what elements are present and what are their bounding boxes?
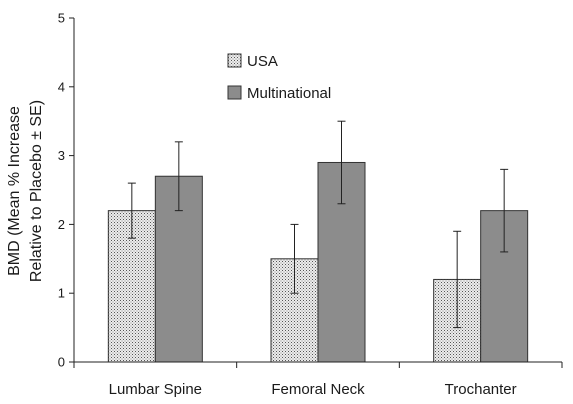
x-category-label: Femoral Neck: [271, 381, 365, 398]
bars: [107, 161, 529, 363]
y-axis-title-line-2: Relative to Placebo ± SE): [28, 100, 45, 282]
x-category-label: Trochanter: [445, 381, 517, 398]
y-tick-label: 2: [58, 217, 65, 232]
y-axis-title-line-1: BMD (Mean % Increase: [6, 106, 23, 276]
y-axis-ticks: 0 1 2 3 4 5: [58, 11, 74, 370]
legend-label-multinational: Multinational: [247, 85, 331, 102]
error-bars: [127, 120, 509, 329]
x-category-label: Lumbar Spine: [109, 381, 202, 398]
legend-swatch-multinational: [227, 85, 242, 100]
y-tick-label: 5: [58, 11, 65, 26]
x-axis-categories: Lumbar Spine Femoral Neck Trochanter: [109, 381, 517, 398]
y-tick-label: 4: [58, 79, 65, 94]
error-bar: [290, 223, 299, 294]
error-bar: [337, 120, 346, 205]
legend-label-usa: USA: [247, 53, 278, 70]
legend: USA Multinational: [227, 53, 331, 102]
error-bar: [453, 230, 462, 329]
error-bar: [174, 141, 183, 212]
y-tick-label: 3: [58, 148, 65, 163]
y-tick-label: 1: [58, 286, 65, 301]
legend-swatch-usa: [227, 53, 242, 68]
error-bar: [500, 168, 509, 253]
error-bar: [127, 182, 136, 239]
y-axis-title: BMD (Mean % Increase Relative to Placebo…: [6, 100, 45, 282]
y-tick-label: 0: [58, 355, 65, 370]
axes: [73, 18, 563, 368]
